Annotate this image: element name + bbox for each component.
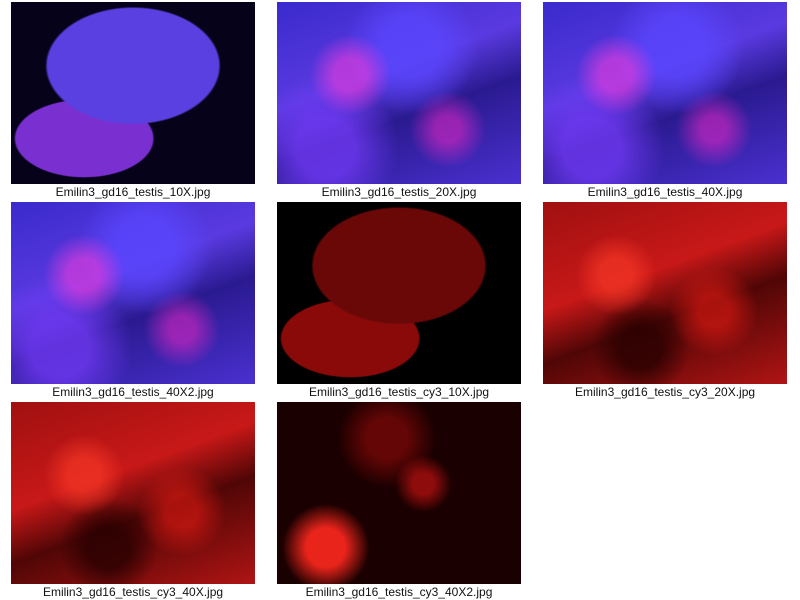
image-caption[interactable]: Emilin3_gd16_testis_cy3_40X2.jpg	[305, 585, 493, 599]
image-caption[interactable]: Emilin3_gd16_testis_cy3_20X.jpg	[574, 385, 756, 399]
image-caption[interactable]: Emilin3_gd16_testis_cy3_10X.jpg	[308, 385, 490, 399]
gallery-item[interactable]: Emilin3_gd16_testis_cy3_20X.jpg	[543, 202, 787, 399]
thumbnail-image[interactable]	[11, 2, 255, 184]
gallery-item[interactable]: Emilin3_gd16_testis_20X.jpg	[277, 2, 521, 199]
image-caption[interactable]: Emilin3_gd16_testis_10X.jpg	[55, 185, 211, 199]
gallery-item[interactable]: Emilin3_gd16_testis_10X.jpg	[11, 2, 255, 199]
thumbnail-image[interactable]	[277, 2, 521, 184]
thumbnail-image[interactable]	[11, 202, 255, 384]
gallery-item[interactable]: Emilin3_gd16_testis_cy3_40X2.jpg	[277, 402, 521, 599]
thumbnail-image[interactable]	[543, 202, 787, 384]
gallery-item[interactable]: Emilin3_gd16_testis_40X.jpg	[543, 2, 787, 199]
gallery-item[interactable]: Emilin3_gd16_testis_cy3_10X.jpg	[277, 202, 521, 399]
gallery-item[interactable]: Emilin3_gd16_testis_40X2.jpg	[11, 202, 255, 399]
thumbnail-image[interactable]	[277, 402, 521, 584]
thumbnail-image[interactable]	[277, 202, 521, 384]
thumbnail-image[interactable]	[543, 2, 787, 184]
image-caption[interactable]: Emilin3_gd16_testis_40X2.jpg	[52, 385, 214, 399]
gallery-item[interactable]: Emilin3_gd16_testis_cy3_40X.jpg	[11, 402, 255, 599]
thumbnail-image[interactable]	[11, 402, 255, 584]
image-caption[interactable]: Emilin3_gd16_testis_40X.jpg	[587, 185, 743, 199]
image-caption[interactable]: Emilin3_gd16_testis_cy3_40X.jpg	[42, 585, 224, 599]
image-caption[interactable]: Emilin3_gd16_testis_20X.jpg	[321, 185, 477, 199]
